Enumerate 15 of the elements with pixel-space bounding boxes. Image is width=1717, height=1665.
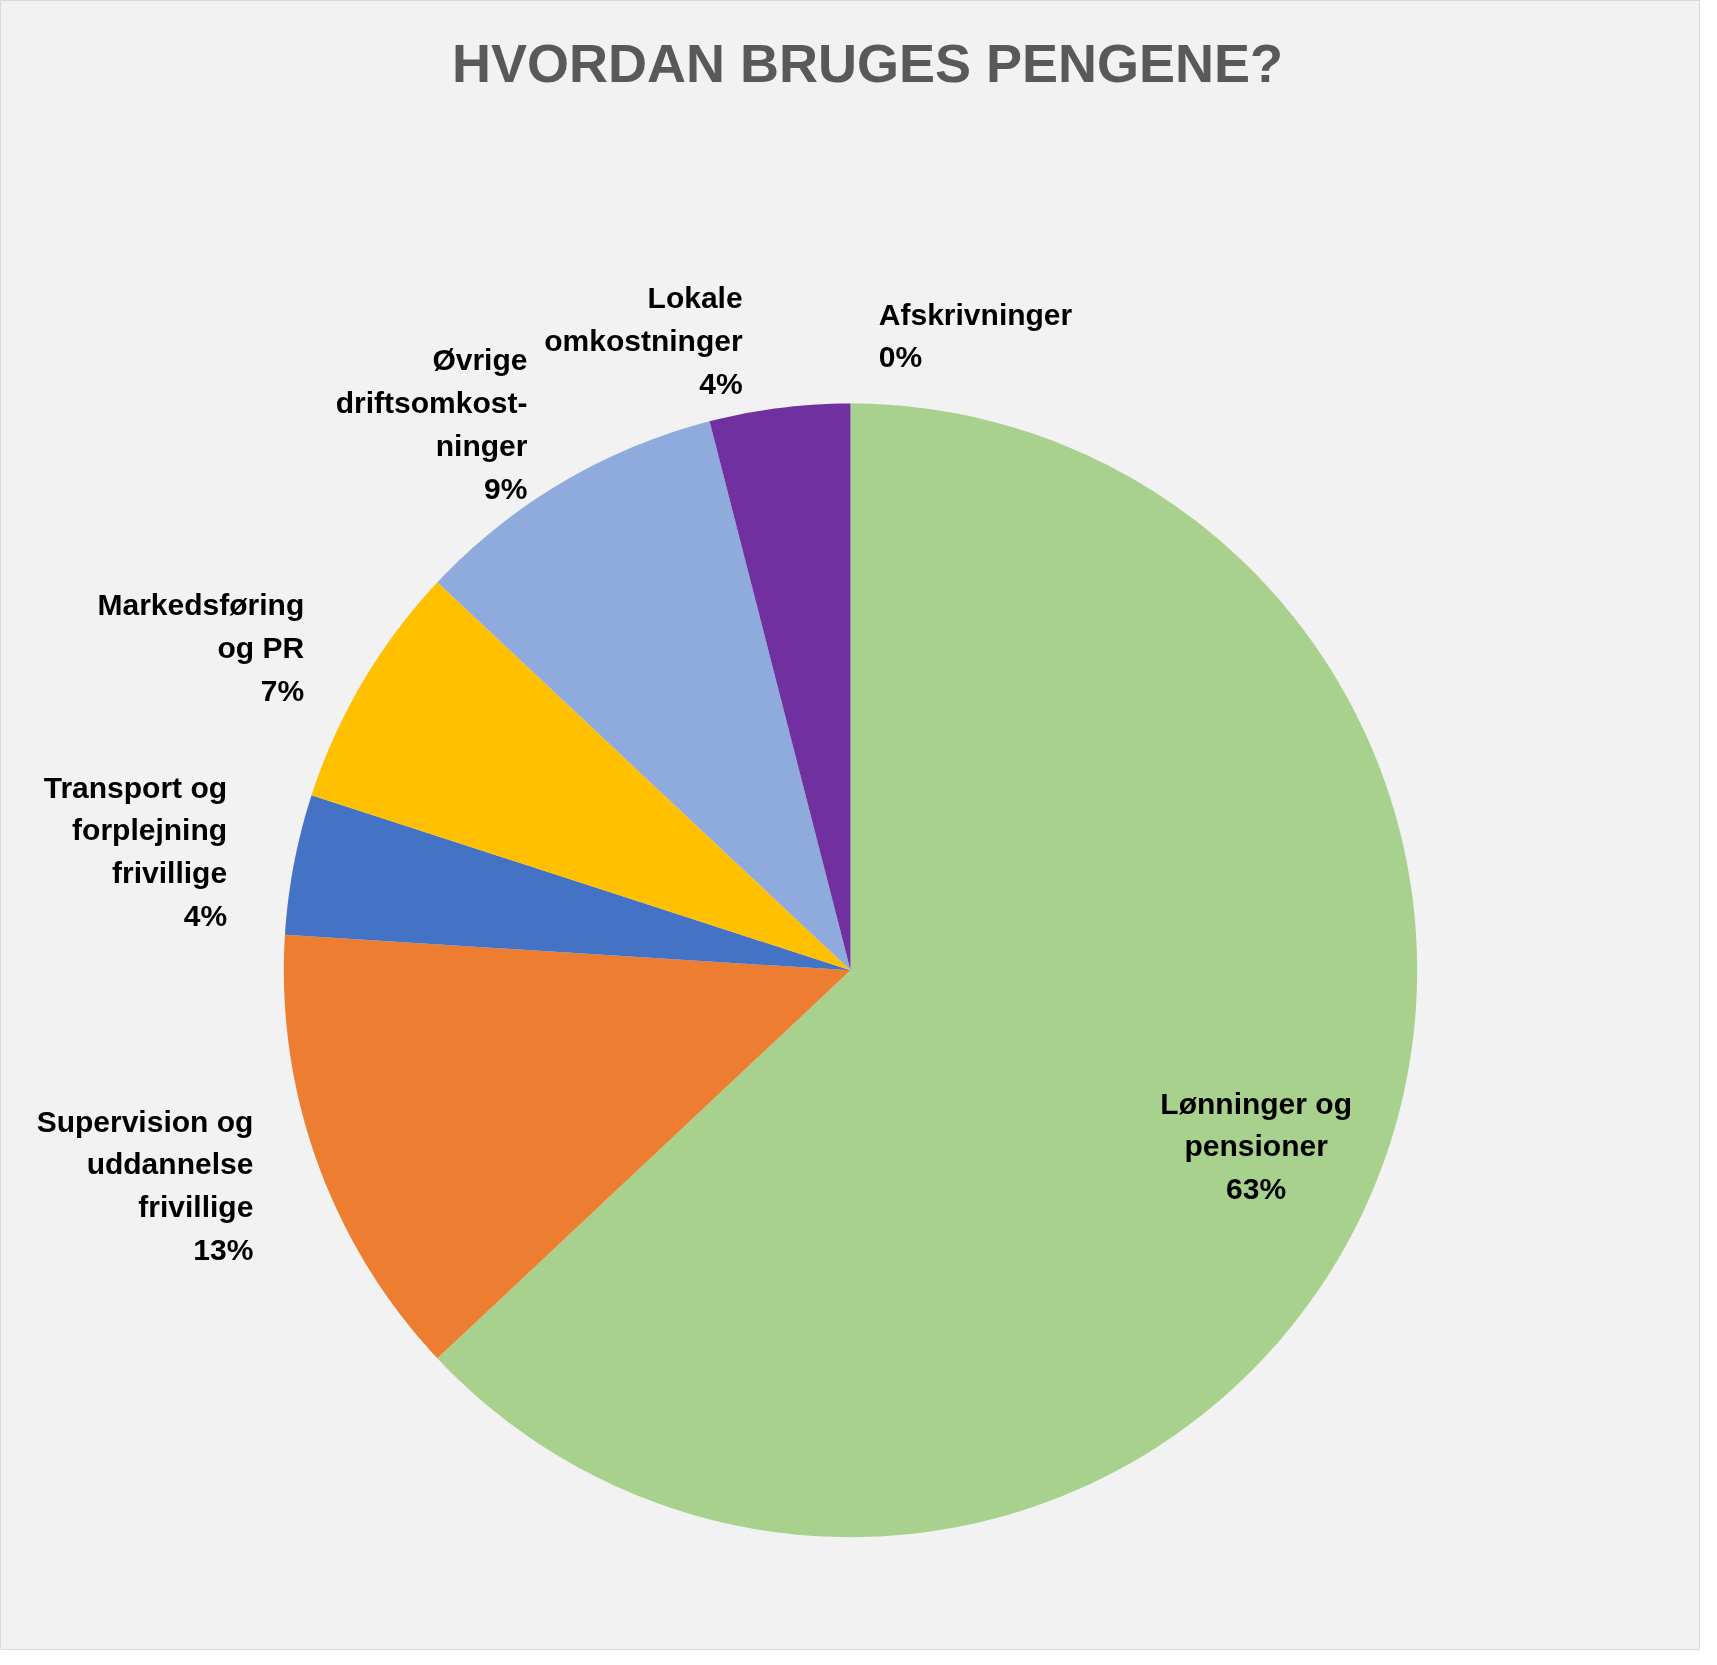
data-label: 63% <box>1226 1172 1287 1206</box>
slice-label: Lønninger og pensioner <box>1160 1086 1352 1163</box>
slice-label: Øvrige driftsomkost-ninger <box>335 343 528 462</box>
slice-label: Markedsføring og PR <box>97 587 305 664</box>
data-label: 4% <box>183 899 228 933</box>
data-label: 13% <box>193 1233 254 1267</box>
slice-label: Lokale omkostninger <box>544 281 743 357</box>
data-label: 7% <box>260 673 305 707</box>
data-label: 9% <box>484 471 528 505</box>
text: 0% <box>878 340 923 374</box>
chart-title: HVORDAN BRUGES PENGENE? <box>451 33 1284 94</box>
data-label: 4% <box>699 366 743 400</box>
slice-label: Supervision og uddannelse frivillige <box>36 1104 254 1224</box>
slice-label: Transport og forplejning frivillige <box>43 770 228 890</box>
category-label: Afskrivninger <box>878 297 1073 331</box>
